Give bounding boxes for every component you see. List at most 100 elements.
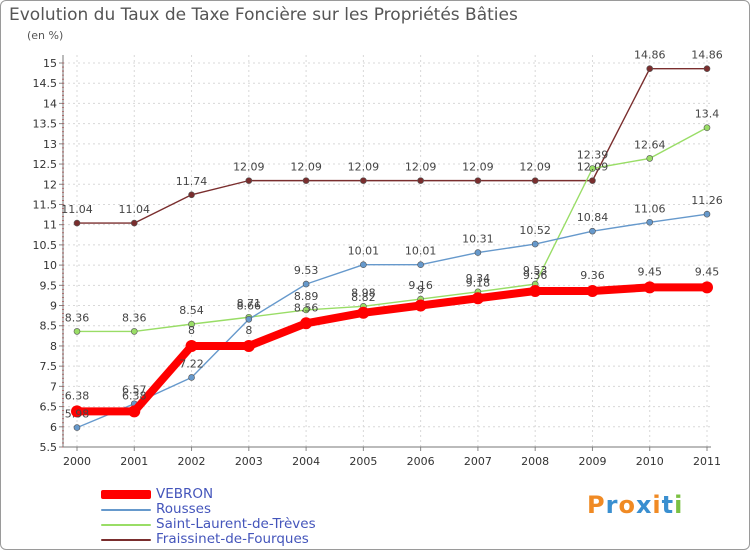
series-line-saint-laurent-de-tr-ves — [76, 126, 708, 333]
data-label-rousses: 9.53 — [294, 264, 319, 277]
legend-item-rousses: Rousses — [101, 502, 316, 517]
data-point-fraissinet-de-fourques — [245, 177, 253, 184]
data-label-vebron: 8 — [188, 324, 195, 337]
x-tick-label: 2005 — [349, 455, 377, 468]
x-tick-label: 2001 — [120, 455, 148, 468]
data-point-fraissinet-de-fourques — [703, 65, 711, 72]
data-label-fraissinet-de-fourques: 12.09 — [290, 161, 322, 174]
data-point-fraissinet-de-fourques — [417, 177, 424, 184]
data-label-saint-laurent-de-tr-ves: 8.36 — [65, 311, 90, 324]
data-point-rousses — [245, 315, 253, 323]
y-tick-label: 7.5 — [40, 360, 58, 373]
x-tick-label: 2007 — [464, 455, 492, 468]
data-point-rousses — [531, 240, 539, 248]
data-label-rousses: 5.98 — [65, 408, 90, 421]
y-tick-label: 11.5 — [33, 198, 58, 211]
data-label-rousses: 10.01 — [348, 245, 380, 258]
data-point-saint-laurent-de-tr-ves — [703, 124, 711, 131]
y-tick-label: 10.5 — [33, 239, 58, 252]
data-label-vebron: 6.38 — [65, 389, 90, 402]
data-label-saint-laurent-de-tr-ves: 8.36 — [122, 311, 147, 324]
data-label-saint-laurent-de-tr-ves: 9.34 — [466, 272, 491, 285]
data-point-vebron — [586, 284, 599, 297]
logo-letter: x — [635, 491, 653, 519]
chart-title: Evolution du Taux de Taxe Foncière sur l… — [9, 5, 518, 25]
data-point-fraissinet-de-fourques — [188, 191, 195, 199]
data-label-rousses: 11.26 — [691, 194, 723, 207]
logo-letter: r — [605, 491, 619, 519]
y-tick-label: 14.5 — [33, 77, 58, 90]
data-point-rousses — [73, 424, 81, 431]
data-point-vebron — [414, 299, 427, 312]
data-point-saint-laurent-de-tr-ves — [589, 165, 596, 172]
data-label-fraissinet-de-fourques: 12.09 — [405, 161, 437, 174]
series-line-vebron — [73, 283, 711, 416]
data-point-vebron — [701, 281, 713, 294]
logo-letter: t — [661, 491, 675, 519]
data-point-fraissinet-de-fourques — [73, 219, 81, 227]
data-label-vebron: 8.82 — [351, 291, 376, 304]
data-point-vebron — [357, 306, 370, 319]
legend-swatch — [101, 538, 151, 541]
data-point-vebron — [242, 339, 255, 352]
data-label-saint-laurent-de-tr-ves: 12.39 — [577, 148, 609, 161]
data-label-rousses: 10.84 — [577, 211, 609, 224]
data-point-vebron — [529, 284, 542, 297]
data-label-saint-laurent-de-tr-ves: 8.98 — [351, 286, 376, 299]
legend-item-fraissinet-de-fourques: Fraissinet-de-Fourques — [101, 532, 316, 547]
data-point-fraissinet-de-fourques — [302, 177, 310, 184]
grid-layer — [63, 55, 711, 448]
data-point-rousses — [646, 218, 654, 226]
data-label-vebron: 8.56 — [294, 301, 319, 314]
data-label-vebron: 9.45 — [637, 265, 662, 278]
logo-letter: P — [587, 491, 606, 519]
data-label-vebron: 6.38 — [122, 389, 147, 402]
legend-label: Saint-Laurent-de-Trèves — [156, 516, 316, 532]
data-label-fraissinet-de-fourques: 12.09 — [519, 161, 551, 174]
data-label-vebron: 9.36 — [523, 269, 548, 282]
data-label-fraissinet-de-fourques: 14.86 — [634, 49, 666, 62]
data-point-fraissinet-de-fourques — [646, 65, 654, 72]
data-point-rousses — [417, 261, 424, 269]
y-tick-label: 7 — [50, 380, 57, 393]
data-point-rousses — [360, 261, 367, 269]
y-tick-label: 10 — [43, 259, 57, 272]
y-tick-label: 9.5 — [40, 279, 58, 292]
y-tick-label: 11 — [43, 219, 57, 232]
legend: VEBRON Rousses Saint-Laurent-de-Trèves Frai… — [101, 487, 316, 547]
data-label-layer: 11.04 11.04 11.74 12.09 12.09 12.09 12.09 12.09… — [61, 49, 723, 421]
legend-swatch — [101, 523, 151, 526]
data-label-vebron: 8 — [245, 324, 252, 337]
data-point-rousses — [474, 249, 482, 256]
data-label-rousses: 7.22 — [179, 357, 204, 370]
x-tick-label: 2009 — [578, 455, 606, 468]
x-tick-label: 2008 — [521, 455, 549, 468]
data-label-rousses: 10.01 — [405, 245, 437, 258]
legend-item-vebron: VEBRON — [101, 487, 316, 502]
data-point-saint-laurent-de-tr-ves — [302, 306, 310, 314]
data-label-fraissinet-de-fourques: 11.04 — [119, 203, 151, 216]
data-label-rousses: 11.06 — [634, 202, 666, 215]
y-tick-label: 6 — [50, 421, 57, 434]
x-tick-label: 2002 — [178, 455, 206, 468]
legend-item-saint-laurent-de-tr-ves: Saint-Laurent-de-Trèves — [101, 517, 316, 532]
data-label-fraissinet-de-fourques: 12.09 — [233, 161, 265, 174]
legend-label: Fraissinet-de-Fourques — [156, 531, 309, 547]
data-point-vebron — [185, 339, 198, 352]
y-tick-label: 14 — [43, 97, 57, 110]
data-point-fraissinet-de-fourques — [130, 219, 138, 227]
data-point-vebron — [471, 292, 484, 305]
y-tick-label: 6.5 — [40, 401, 58, 414]
data-label-vebron: 9.36 — [580, 269, 605, 282]
data-label-saint-laurent-de-tr-ves: 9.53 — [523, 264, 548, 277]
data-point-vebron — [71, 405, 83, 418]
y-tick-label: 13.5 — [33, 118, 58, 131]
logo-letter: i — [674, 491, 684, 519]
data-point-vebron — [643, 281, 656, 294]
series-line-rousses — [76, 213, 708, 429]
data-label-saint-laurent-de-tr-ves: 12.64 — [634, 138, 666, 151]
y-tick-label: 8.5 — [40, 320, 58, 333]
y-tick-label: 5.5 — [40, 441, 58, 454]
data-label-saint-laurent-de-tr-ves: 8.54 — [179, 304, 204, 317]
